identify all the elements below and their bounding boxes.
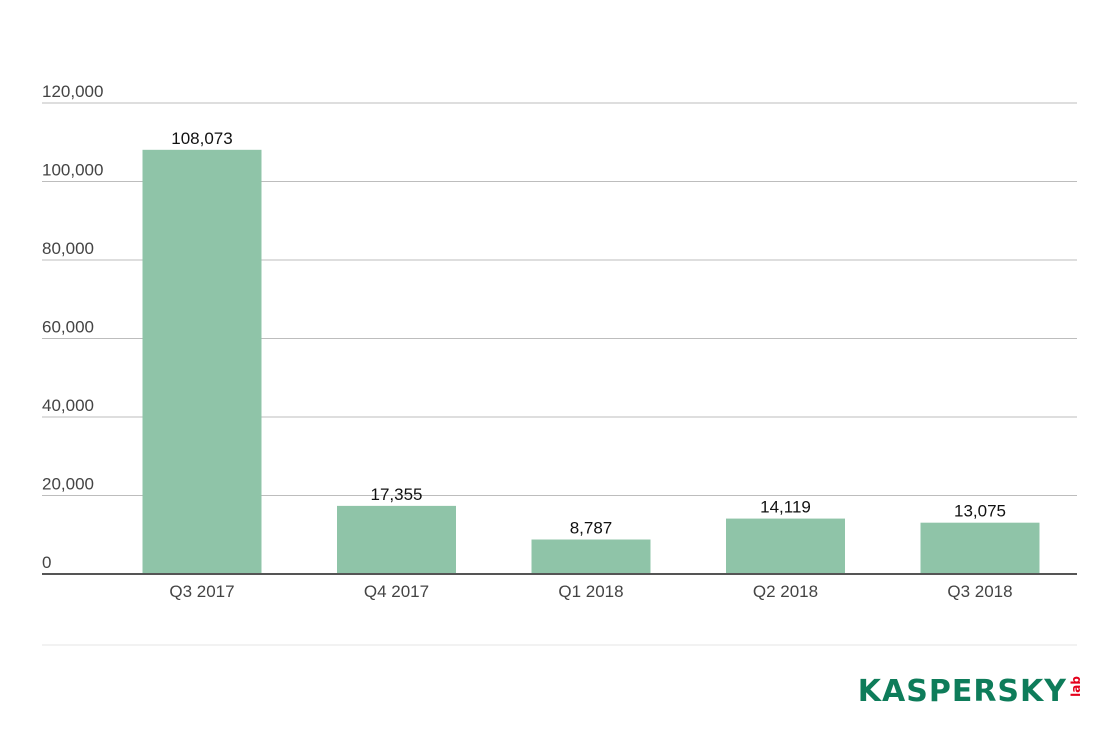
y-tick-label: 120,000 [42,82,103,101]
kaspersky-lab-logo: KASPERSKY lab [857,672,1083,716]
bar-value-label: 14,119 [760,498,811,517]
bar-q3-2018 [920,522,1040,574]
bar-q2-2018 [726,518,845,574]
x-axis-tick-labels: Q3 2017 Q4 2017 Q1 2018 Q2 2018 Q3 2018 [169,582,1012,601]
bar-q3-2017 [142,149,262,574]
y-tick-label: 100,000 [42,161,103,180]
bar-value-label: 17,355 [371,485,423,504]
bar-value-label: 108,073 [171,129,232,148]
logo-lab-mark: lab [1069,676,1083,697]
x-tick-label: Q3 2017 [169,582,234,601]
x-tick-label: Q4 2017 [364,582,429,601]
bar-value-label: 8,787 [570,519,613,538]
bars [142,149,1040,574]
x-tick-label: Q3 2018 [947,582,1012,601]
y-tick-label: 40,000 [42,396,94,415]
y-tick-label: 0 [42,553,51,572]
y-tick-label: 20,000 [42,475,94,494]
y-axis-tick-labels: 0 20,000 40,000 60,000 80,000 100,000 120,000 [42,82,103,572]
y-tick-label: 80,000 [42,239,94,258]
bar-value-labels: 108,073 17,355 8,787 14,119 13,075 [171,129,1006,538]
bar-q4-2017 [337,505,456,574]
bar-value-label: 13,075 [954,502,1006,521]
logo-wordmark: KASPERSKY [857,674,1067,709]
x-tick-label: Q1 2018 [558,582,623,601]
y-tick-label: 60,000 [42,318,94,337]
x-tick-label: Q2 2018 [753,582,818,601]
bar-q1-2018 [531,539,651,574]
